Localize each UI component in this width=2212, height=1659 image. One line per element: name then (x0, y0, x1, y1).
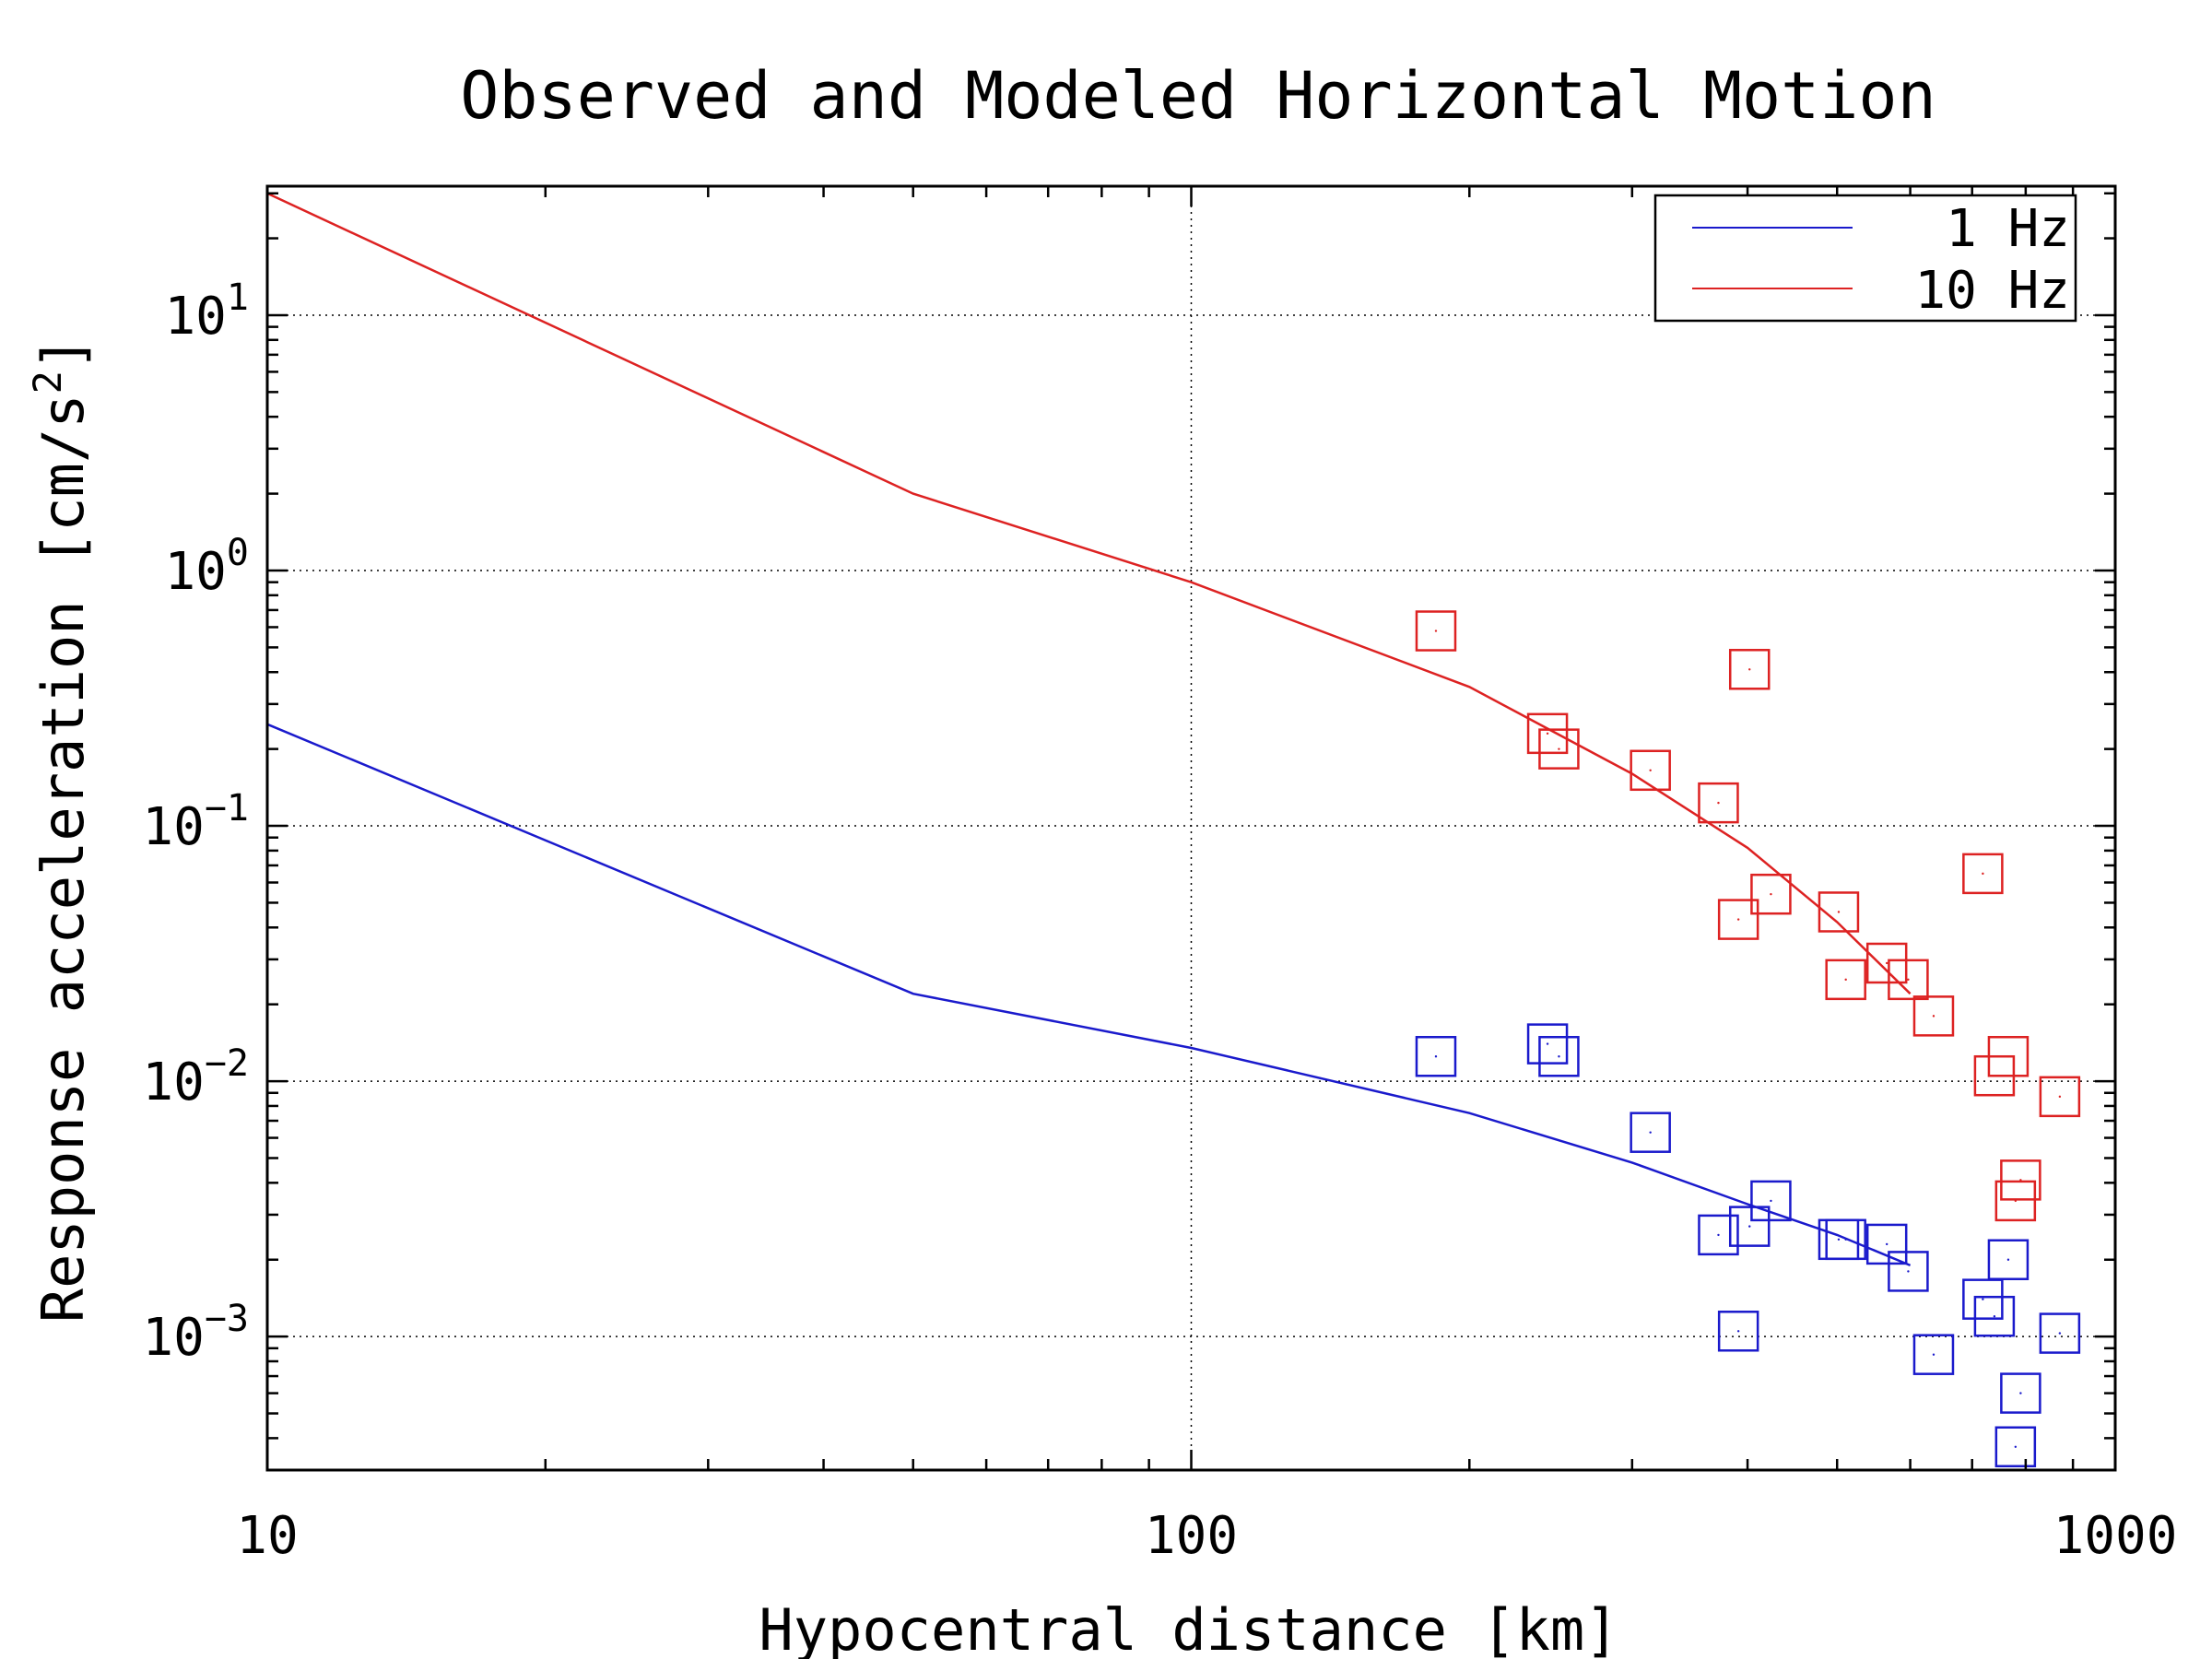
observed-point-center (1885, 961, 1888, 965)
observed-point-center (1649, 1131, 1652, 1134)
model-line-1hz (266, 723, 1912, 1267)
grid (267, 186, 2115, 1470)
observed-point-center (2058, 1332, 2062, 1335)
observed-point-10hz (1912, 995, 1955, 1037)
observed-point-1hz (1415, 1035, 1457, 1077)
observed-point-center (1434, 1055, 1438, 1058)
observed-point-center (1837, 1238, 1841, 1241)
y-tick-label: 101 (164, 276, 249, 347)
observed-point-center (1907, 1270, 1910, 1273)
observed-point-center (2058, 1095, 2062, 1099)
x-axis-label: Hypocentral distance [km] (759, 1596, 1618, 1659)
observed-point-1hz (1987, 1239, 2030, 1280)
observed-point-10hz (1717, 899, 1759, 940)
observed-point-1hz (2039, 1312, 2081, 1354)
observed-point-center (1837, 911, 1841, 913)
observed-point-1hz (1717, 1311, 1759, 1352)
observed-point-10hz (1698, 782, 1739, 824)
observed-point-center (1844, 978, 1847, 982)
observed-point-10hz (1825, 959, 1866, 1001)
observed-point-10hz (1962, 853, 2004, 895)
legend-label-1hz: 1 Hz (1946, 199, 2070, 259)
observed-point-center (1770, 1199, 1772, 1203)
observed-point-center (1844, 1238, 1847, 1241)
observed-point-center (2006, 1258, 2010, 1261)
observed-point-10hz (1728, 649, 1771, 690)
y-tick-label: 10−2 (142, 1042, 249, 1112)
y-axis-label-sup: 2 (25, 371, 70, 394)
legend-label-10hz: 10 Hz (1914, 261, 2070, 321)
observed-point-center (1736, 918, 1740, 921)
legend-box (1653, 194, 2077, 323)
observed-point-center (1885, 1242, 1888, 1246)
observed-point-10hz (1888, 959, 1929, 1001)
x-tick-labels: 10 100 1000 (236, 1506, 2177, 1566)
observed-point-10hz (1526, 712, 1569, 755)
observed-point-10hz (1415, 610, 1457, 652)
observed-point-center (1982, 872, 1984, 876)
observed-point-1hz (1630, 1112, 1671, 1153)
x-tick-label: 100 (1145, 1506, 1238, 1566)
y-axis-label: Response acceleration [cm/s2] (25, 336, 97, 1323)
observed-point-center (1717, 801, 1720, 805)
observed-point-center (1748, 1225, 1751, 1228)
observed-point-center (2019, 1179, 2022, 1182)
observed-point-1hz (1526, 1023, 1569, 1065)
y-tick-label: 100 (164, 532, 249, 602)
observed-point-1hz (1994, 1426, 2037, 1468)
observed-point-1hz (1962, 1278, 2004, 1320)
x-tick-label: 1000 (2053, 1506, 2178, 1566)
y-tick-label: 10−3 (142, 1298, 249, 1368)
observed-point-1hz (1538, 1035, 1580, 1077)
observed-point-1hz (1912, 1334, 1955, 1375)
observed-point-10hz (2000, 1159, 2041, 1201)
observed-point-center (1982, 1298, 1984, 1300)
legend: 1 Hz 10 Hz (1653, 194, 2077, 323)
observed-point-center (1546, 732, 1549, 735)
observed-point-center (1649, 769, 1652, 771)
observed-point-center (1907, 978, 1910, 982)
observed-point-1hz (2000, 1372, 2041, 1414)
observed-point-center (1736, 1330, 1740, 1333)
observed-point-center (1932, 1353, 1936, 1356)
y-axis-label-close: ] (29, 336, 97, 371)
observed-point-center (1770, 892, 1772, 896)
observed-point-10hz (1750, 873, 1792, 915)
observed-point-center (1993, 1315, 1996, 1318)
observed-point-center (1434, 629, 1438, 632)
chart-title: Observed and Modeled Horizontal Motion (460, 58, 1936, 134)
observed-point-1hz (1698, 1214, 1739, 1256)
observed-point-center (1546, 1042, 1549, 1045)
observed-point-center (1558, 1055, 1560, 1058)
y-tick-labels: 101 100 10−1 10−2 10−3 (142, 276, 249, 1368)
x-tick-label: 10 (236, 1506, 298, 1566)
observed-point-1hz (1750, 1180, 1792, 1222)
observed-point-10hz (1630, 749, 1671, 792)
observed-point-1hz (1865, 1223, 1908, 1265)
observed-point-10hz (1987, 1035, 2030, 1077)
observed-point-10hz (1818, 891, 1860, 933)
observed-point-10hz (1538, 728, 1580, 770)
observed-point-center (1932, 1015, 1936, 1018)
observed-point-1hz (1825, 1218, 1866, 1261)
observed-point-center (1558, 747, 1560, 750)
axis-ticks (265, 186, 2115, 1472)
observed-point-10hz (1994, 1180, 2037, 1222)
observed-point-center (1748, 668, 1751, 671)
observed-point-1hz (1888, 1251, 1929, 1292)
observed-point-1hz (1973, 1295, 2016, 1337)
observed-point-10hz (2039, 1076, 2081, 1118)
y-tick-label: 10−1 (142, 787, 249, 857)
observed-point-1hz (1728, 1206, 1771, 1247)
observed-point-10hz (1865, 942, 1908, 984)
observed-point-center (2014, 1445, 2018, 1448)
observed-point-center (2006, 1055, 2010, 1058)
observed-point-center (1717, 1233, 1720, 1237)
y-axis-label-main: Response acceleration [cm/s (29, 394, 97, 1323)
observed-markers (1415, 610, 2081, 1468)
observed-point-center (2019, 1392, 2022, 1394)
